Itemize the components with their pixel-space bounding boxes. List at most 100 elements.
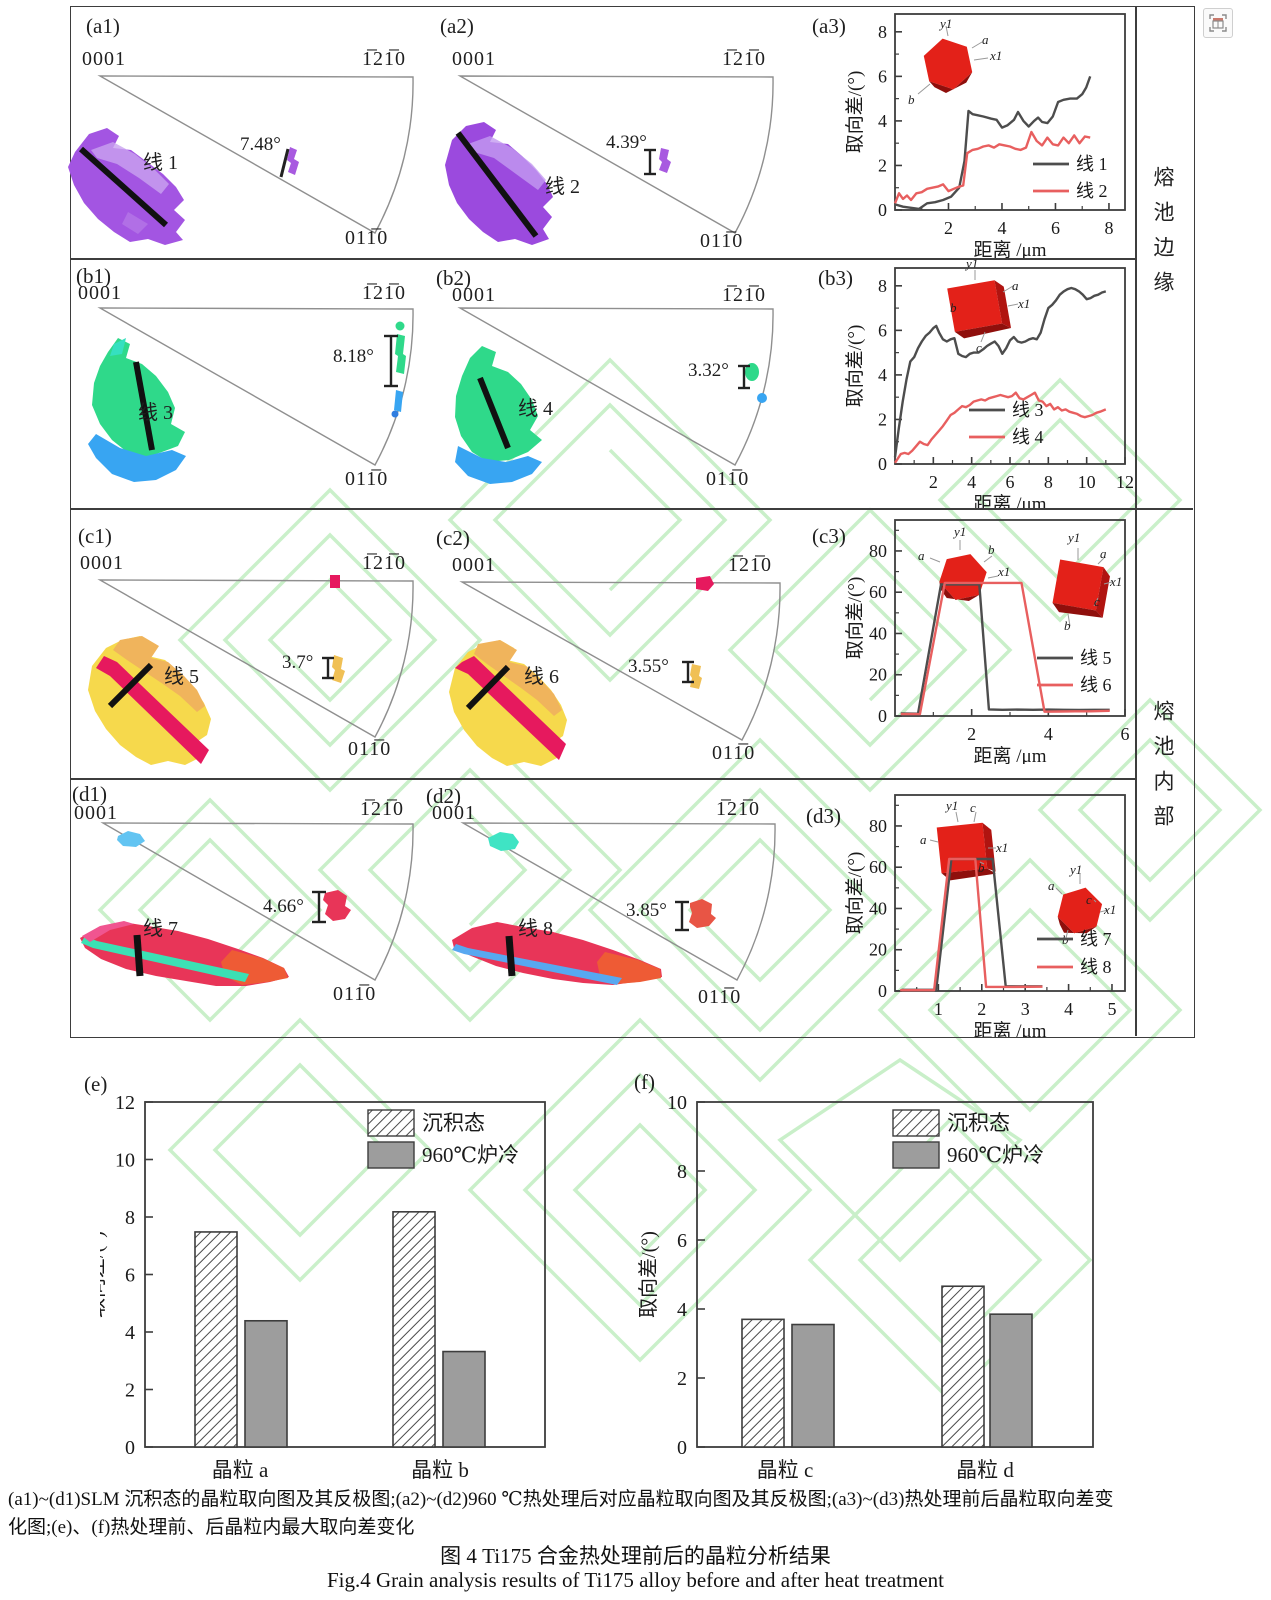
line-label-5: 线 5 bbox=[164, 666, 199, 688]
panel-label-c1: (c1) bbox=[78, 524, 112, 548]
ipf-corner-0110: 011̅0 bbox=[698, 986, 742, 1008]
svg-text:6: 6 bbox=[125, 1265, 135, 1287]
row-divider-ab bbox=[70, 258, 1135, 260]
ipf-corner-1210: 1̅21̅0 bbox=[728, 554, 772, 576]
svg-text:距离 /μm: 距离 /μm bbox=[974, 745, 1047, 764]
svg-text:960℃炉冷: 960℃炉冷 bbox=[947, 1143, 1044, 1167]
svg-text:6: 6 bbox=[677, 1230, 687, 1252]
chart-f: 0 2 4 6 8 10 取向差/(°) 晶粒 c 晶粒 d 沉积态 960℃炉冷 bbox=[630, 1065, 1150, 1495]
svg-text:5: 5 bbox=[1107, 999, 1116, 1019]
line-label-1: 线 1 bbox=[143, 152, 178, 174]
ipf-corner-0110: 011̅0 bbox=[345, 227, 389, 249]
svg-text:2: 2 bbox=[878, 155, 887, 175]
svg-text:距离 /μm: 距离 /μm bbox=[974, 1020, 1047, 1037]
chart-b3: 0 2 4 6 8 2 4 6 8 10 12 取向差/(°) 距离 /μm 线 3 线 4 bbox=[843, 260, 1143, 515]
svg-text:60: 60 bbox=[869, 582, 887, 602]
svg-text:8: 8 bbox=[677, 1161, 687, 1183]
grain-b2 bbox=[455, 346, 767, 484]
svg-text:沉积态: 沉积态 bbox=[422, 1111, 485, 1135]
svg-text:12: 12 bbox=[115, 1092, 135, 1114]
extract-image-tool-button[interactable] bbox=[1203, 8, 1233, 38]
svg-text:0: 0 bbox=[878, 200, 887, 220]
ipf-wedges bbox=[97, 75, 781, 981]
ipf-corner-0110: 011̅0 bbox=[345, 468, 389, 490]
panel-label-c3: (c3) bbox=[812, 524, 846, 548]
svg-text:20: 20 bbox=[869, 665, 887, 685]
svg-text:取向差/(°): 取向差/(°) bbox=[637, 1231, 660, 1318]
ipf-corner-0110: 011̅0 bbox=[333, 983, 377, 1005]
svg-text:线 5: 线 5 bbox=[1080, 648, 1112, 668]
svg-text:6: 6 bbox=[1006, 472, 1015, 492]
angle-label-1: 7.48° bbox=[240, 134, 281, 155]
svg-text:40: 40 bbox=[869, 623, 887, 643]
row-divider-cd bbox=[70, 778, 1135, 780]
crystal-axis-label: a bbox=[1012, 278, 1019, 293]
line-label-3: 线 3 bbox=[138, 402, 173, 424]
side-label-melt-pool-edge: 熔池边缘 bbox=[1151, 166, 1175, 306]
svg-text:线 4: 线 4 bbox=[1012, 427, 1044, 447]
svg-text:线 7: 线 7 bbox=[1080, 929, 1112, 949]
column-divider bbox=[1135, 6, 1137, 1036]
crop-frame-icon bbox=[1209, 14, 1227, 32]
svg-text:8: 8 bbox=[1044, 472, 1053, 492]
svg-text:4: 4 bbox=[878, 365, 887, 385]
svg-text:3: 3 bbox=[1021, 999, 1030, 1019]
grain-a2 bbox=[445, 122, 671, 245]
ipf-corner-0001: 0001 bbox=[80, 552, 124, 574]
crystal-axis-label: a bbox=[1100, 546, 1107, 561]
grain-b1 bbox=[88, 321, 406, 482]
svg-text:线 8: 线 8 bbox=[1080, 957, 1112, 977]
svg-text:1: 1 bbox=[934, 999, 943, 1019]
ipf-corner-0001: 0001 bbox=[82, 48, 126, 70]
crystal-axis-label: x1 bbox=[1018, 296, 1031, 311]
svg-text:线 6: 线 6 bbox=[1080, 675, 1112, 695]
panel-label-b2: (b2) bbox=[436, 266, 471, 290]
svg-text:8: 8 bbox=[125, 1207, 135, 1229]
svg-text:20: 20 bbox=[869, 940, 887, 960]
svg-text:取向差/(°): 取向差/(°) bbox=[844, 852, 866, 935]
svg-text:2: 2 bbox=[944, 218, 953, 238]
svg-text:0: 0 bbox=[677, 1437, 687, 1459]
figure-border bbox=[70, 6, 1195, 1038]
crystal-inset-b3 bbox=[947, 270, 1019, 343]
crystal-inset-c3-right bbox=[1052, 548, 1113, 627]
svg-text:晶粒 c: 晶粒 c bbox=[757, 1458, 814, 1482]
svg-text:60: 60 bbox=[869, 857, 887, 877]
svg-text:10: 10 bbox=[1078, 472, 1096, 492]
svg-text:0: 0 bbox=[878, 454, 887, 474]
line-label-8: 线 8 bbox=[518, 918, 553, 940]
crystal-axis-label: b bbox=[908, 92, 915, 107]
panel-label-a2: (a2) bbox=[440, 14, 474, 38]
crystal-axis-label: b bbox=[1064, 618, 1071, 633]
panel-label-c2: (c2) bbox=[436, 526, 470, 550]
svg-text:0: 0 bbox=[878, 706, 887, 726]
svg-text:8: 8 bbox=[878, 276, 887, 296]
ipf-corner-1210: 1̅21̅0 bbox=[362, 282, 406, 304]
svg-text:80: 80 bbox=[869, 816, 887, 836]
svg-text:4: 4 bbox=[125, 1322, 135, 1344]
svg-text:2: 2 bbox=[878, 409, 887, 429]
side-label-melt-pool-interior: 熔池内部 bbox=[1151, 700, 1175, 840]
angle-label-6: 3.55° bbox=[628, 656, 669, 677]
crystal-axis-label: c bbox=[976, 340, 982, 355]
crystal-inset-d3-right bbox=[1055, 874, 1109, 939]
svg-text:线 1: 线 1 bbox=[1076, 154, 1108, 174]
panel-label-e: (e) bbox=[84, 1072, 108, 1096]
svg-text:取向差/(°): 取向差/(°) bbox=[100, 1231, 108, 1318]
svg-text:2: 2 bbox=[929, 472, 938, 492]
svg-text:4: 4 bbox=[878, 111, 887, 131]
crystal-axis-label: a bbox=[920, 832, 927, 847]
caption-figure-title-zh: 图 4 Ti175 合金热处理前后的晶粒分析结果 bbox=[440, 1544, 831, 1568]
angle-label-3: 8.18° bbox=[333, 346, 374, 367]
caption-figure-title-en: Fig.4 Grain analysis results of Ti175 al… bbox=[326, 1568, 945, 1592]
ipf-corner-0001: 0001 bbox=[452, 48, 496, 70]
svg-text:6: 6 bbox=[878, 320, 887, 340]
ipf-corner-0001: 0001 bbox=[452, 284, 496, 306]
crystal-axis-label: c bbox=[1094, 594, 1100, 609]
svg-text:0: 0 bbox=[125, 1437, 135, 1459]
line-label-7: 线 7 bbox=[143, 918, 178, 940]
grain-d2 bbox=[452, 832, 716, 985]
